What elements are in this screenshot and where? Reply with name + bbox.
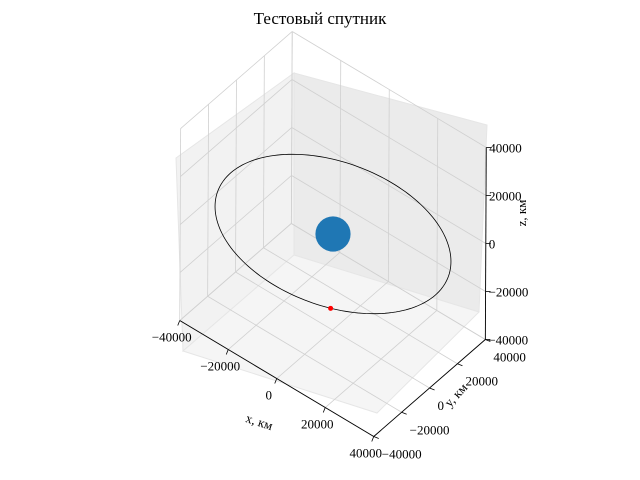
x-tick-label: −40000 [152,330,192,345]
grid-line [324,310,438,408]
y-tick-label: 20000 [465,374,498,389]
y-tick-label: −20000 [410,422,450,437]
x-tick-label: 40000 [349,446,382,461]
y-tick [429,387,435,391]
z-tick-label: 20000 [489,188,522,203]
grid-line [180,79,293,177]
tick-labels: −40000 −40000 −40000 −20000 −20000 −20000 0 0 0 2… [152,140,529,461]
x-tick [225,349,229,355]
x-axis-label: x, км [244,410,275,433]
grid-lines [179,31,487,437]
grid-line [179,127,293,225]
y-tick [373,436,379,439]
y-tick-label: 40000 [493,349,526,364]
grid-line [180,31,293,129]
x-tick-label: 20000 [301,417,334,432]
y-tick [457,363,463,367]
grid-line [436,118,439,311]
y-tick-label: −40000 [382,447,422,462]
chart-title: Тестовый спутник [254,9,388,28]
grid-line [292,31,487,148]
orbit-path [214,153,452,315]
x-tick [371,436,375,442]
z-tick-label: −40000 [488,332,528,347]
earth-marker [315,216,351,252]
satellite-marker [328,305,334,311]
z-tick-label: 40000 [489,140,522,155]
grid-line [263,247,458,365]
y-axis-line [373,339,486,437]
grid-line [290,31,293,224]
x-tick [322,407,326,413]
y-tick [485,339,491,342]
x-tick [177,320,181,326]
grid-line [263,55,265,248]
z-tick-label: −20000 [489,284,529,299]
x-tick-label: 0 [265,388,272,403]
x-tick-label: −20000 [200,359,240,374]
x-tick [274,378,278,384]
z-axis-label: z, км [514,200,529,227]
grid-line [291,127,487,244]
y-tick-label: 0 [438,398,445,413]
grid-line [291,79,487,196]
axes [177,147,492,442]
y-tick [401,411,407,415]
grid-line [235,271,430,389]
z-tick-label: 0 [489,236,496,251]
